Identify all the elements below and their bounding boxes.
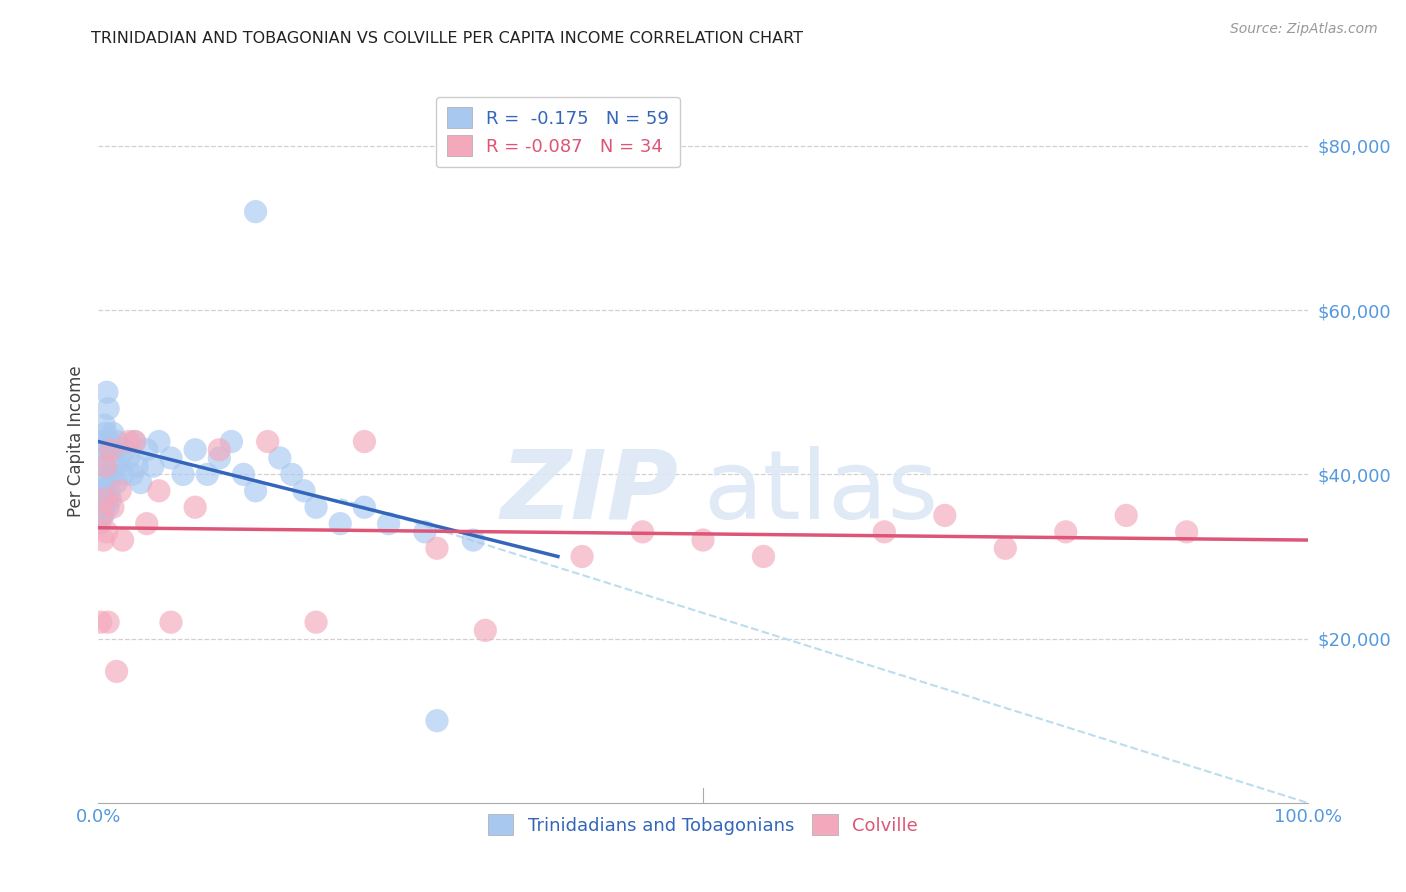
Point xyxy=(413,524,436,539)
Point xyxy=(91,434,114,449)
Point xyxy=(121,467,143,482)
Point xyxy=(148,434,170,449)
Point xyxy=(195,467,218,482)
Point xyxy=(96,442,118,457)
Point xyxy=(245,483,267,498)
Point xyxy=(91,491,114,506)
Point xyxy=(96,491,118,506)
Point xyxy=(172,467,194,482)
Point xyxy=(90,483,112,498)
Point xyxy=(97,401,120,416)
Point xyxy=(1115,508,1137,523)
Point xyxy=(426,541,449,556)
Point xyxy=(103,442,125,457)
Point xyxy=(111,533,134,547)
Point xyxy=(994,541,1017,556)
Point xyxy=(184,442,207,457)
Point xyxy=(101,426,124,441)
Point xyxy=(108,450,131,465)
Point xyxy=(91,533,114,547)
Point xyxy=(98,434,121,449)
Point xyxy=(873,524,896,539)
Point xyxy=(463,533,485,547)
Point xyxy=(93,500,115,515)
Point xyxy=(127,459,149,474)
Point xyxy=(91,508,114,523)
Text: ZIP: ZIP xyxy=(501,446,679,539)
Point xyxy=(1175,524,1198,539)
Point xyxy=(104,459,127,474)
Point xyxy=(571,549,593,564)
Legend: Trinidadians and Tobagonians, Colville: Trinidadians and Tobagonians, Colville xyxy=(479,805,927,845)
Point xyxy=(97,500,120,515)
Point xyxy=(94,426,117,441)
Point xyxy=(101,500,124,515)
Point xyxy=(107,434,129,449)
Point xyxy=(96,524,118,539)
Point xyxy=(305,500,328,515)
Point xyxy=(91,467,114,482)
Point xyxy=(135,442,157,457)
Point xyxy=(111,467,134,482)
Point xyxy=(100,442,122,457)
Point xyxy=(118,450,141,465)
Point xyxy=(269,450,291,465)
Point xyxy=(114,442,136,457)
Point xyxy=(160,450,183,465)
Point xyxy=(93,491,115,506)
Point xyxy=(94,475,117,490)
Point xyxy=(124,434,146,449)
Point xyxy=(934,508,956,523)
Point xyxy=(98,483,121,498)
Point xyxy=(105,665,128,679)
Point xyxy=(96,385,118,400)
Point xyxy=(93,418,115,433)
Point xyxy=(256,434,278,449)
Point xyxy=(160,615,183,630)
Point xyxy=(221,434,243,449)
Point xyxy=(97,615,120,630)
Point xyxy=(292,483,315,498)
Point xyxy=(108,483,131,498)
Point xyxy=(329,516,352,531)
Point xyxy=(91,483,114,498)
Text: Source: ZipAtlas.com: Source: ZipAtlas.com xyxy=(1230,22,1378,37)
Point xyxy=(100,491,122,506)
Point xyxy=(100,467,122,482)
Point xyxy=(232,467,254,482)
Point xyxy=(353,500,375,515)
Point xyxy=(90,508,112,523)
Point xyxy=(135,516,157,531)
Y-axis label: Per Capita Income: Per Capita Income xyxy=(66,366,84,517)
Point xyxy=(89,516,111,531)
Point xyxy=(208,450,231,465)
Point xyxy=(208,442,231,457)
Point xyxy=(426,714,449,728)
Point xyxy=(142,459,165,474)
Point xyxy=(692,533,714,547)
Point xyxy=(474,624,496,638)
Point xyxy=(94,459,117,474)
Point xyxy=(148,483,170,498)
Point xyxy=(90,615,112,630)
Point xyxy=(245,204,267,219)
Point xyxy=(100,442,122,457)
Point xyxy=(184,500,207,515)
Point xyxy=(91,450,114,465)
Point xyxy=(129,475,152,490)
Point xyxy=(752,549,775,564)
Point xyxy=(1054,524,1077,539)
Point xyxy=(118,434,141,449)
Point xyxy=(631,524,654,539)
Point xyxy=(377,516,399,531)
Point xyxy=(124,434,146,449)
Point xyxy=(105,475,128,490)
Text: atlas: atlas xyxy=(703,446,938,539)
Point xyxy=(353,434,375,449)
Point xyxy=(305,615,328,630)
Point xyxy=(93,459,115,474)
Text: TRINIDADIAN AND TOBAGONIAN VS COLVILLE PER CAPITA INCOME CORRELATION CHART: TRINIDADIAN AND TOBAGONIAN VS COLVILLE P… xyxy=(91,31,803,46)
Point xyxy=(91,508,114,523)
Point xyxy=(281,467,304,482)
